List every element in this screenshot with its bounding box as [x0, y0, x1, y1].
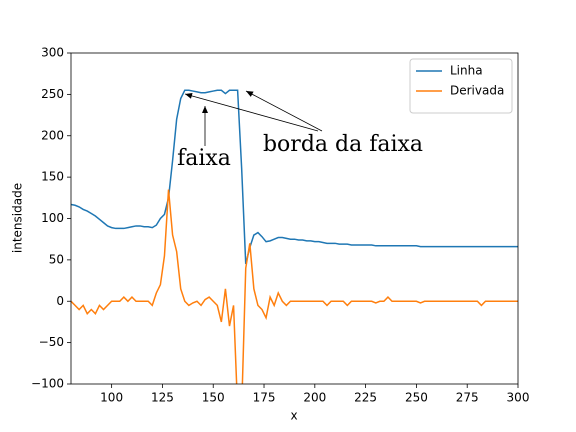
annotation-arrowhead — [202, 106, 208, 113]
annotation: borda da faixa — [263, 132, 423, 157]
x-axis-label: x — [290, 409, 297, 423]
annotation-arrow — [245, 90, 323, 132]
y-axis-label: intensidade — [11, 183, 25, 253]
series-line — [71, 89, 518, 265]
y-tick-label: 50 — [49, 252, 64, 266]
x-tick-label: 175 — [253, 391, 276, 405]
series-line — [71, 189, 518, 384]
plot-frame — [70, 52, 519, 385]
y-tick-label: 200 — [41, 128, 64, 142]
x-tick-label: 100 — [100, 391, 123, 405]
x-tick-label: 275 — [456, 391, 479, 405]
y-tick-label: 250 — [41, 87, 64, 101]
x-tick-label: 225 — [354, 391, 377, 405]
annotation-arrowhead — [185, 92, 193, 99]
legend-label: Derivada — [450, 84, 504, 98]
y-tick-label: −50 — [39, 335, 64, 349]
annotation: faixa — [177, 146, 231, 171]
y-tick-label: 150 — [41, 170, 64, 184]
legend-label: Linha — [450, 64, 483, 78]
annotation-arrow — [184, 93, 319, 132]
y-tick-label: −100 — [31, 377, 64, 391]
x-tick-label: 300 — [507, 391, 530, 405]
y-tick-label: 100 — [41, 211, 64, 225]
legend-box — [409, 58, 513, 114]
annotation-arrowhead — [246, 91, 254, 97]
y-tick-label: 300 — [41, 46, 64, 60]
y-tick-label: 0 — [56, 294, 64, 308]
x-tick-label: 250 — [405, 391, 428, 405]
x-tick-label: 125 — [151, 391, 174, 405]
plot-lines — [71, 89, 518, 384]
x-tick-label: 150 — [202, 391, 225, 405]
x-tick-label: 200 — [303, 391, 326, 405]
